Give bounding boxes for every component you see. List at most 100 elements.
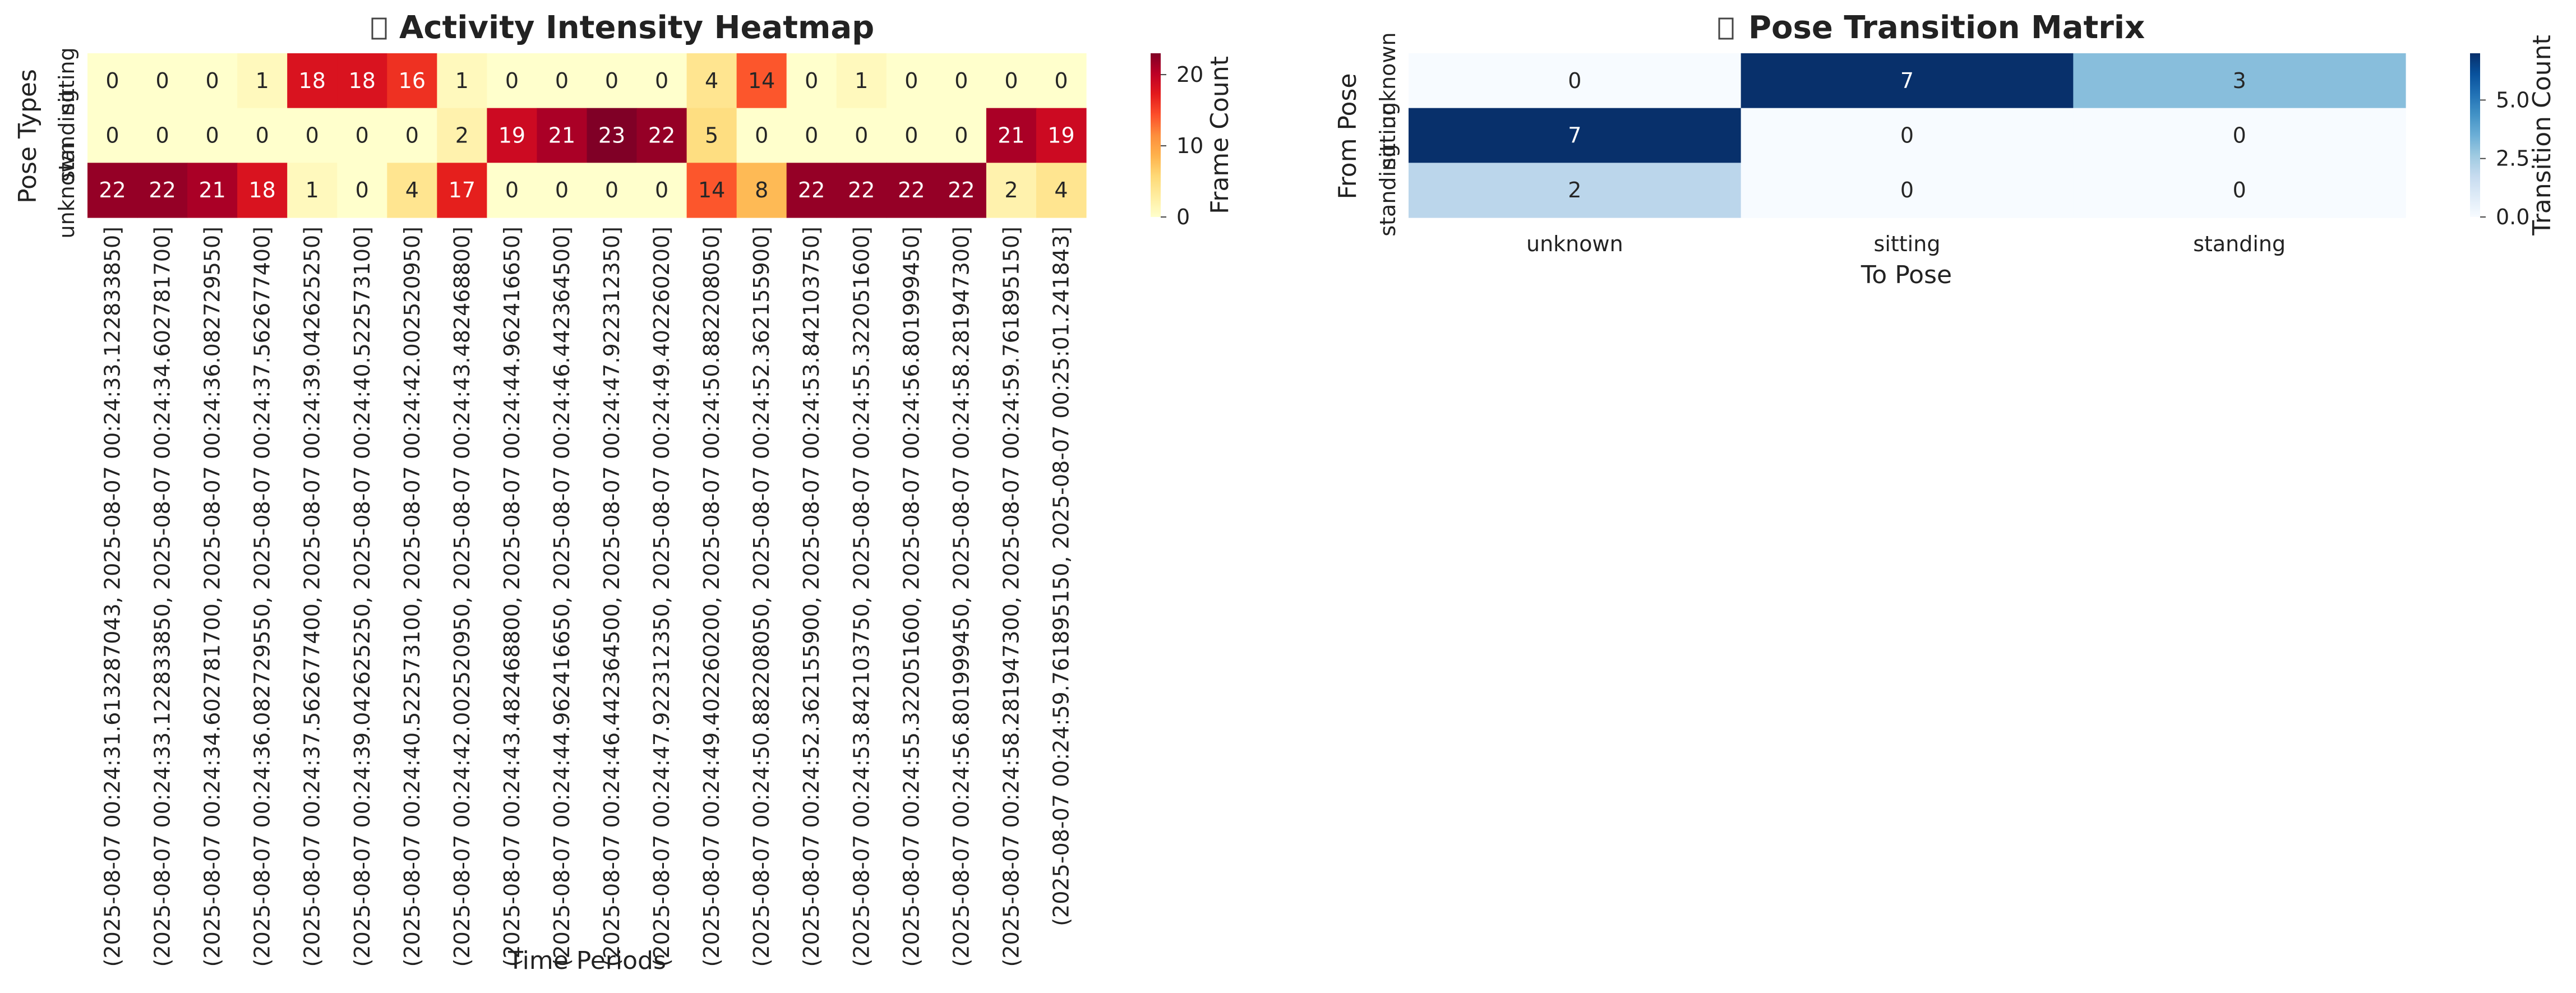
activity-heatmap-x-tick-label: (2025-08-07 00:24:56.801999450, 2025-08-…	[949, 227, 973, 967]
activity-heatmap-cell	[337, 108, 387, 163]
activity-heatmap-cell-value: 0	[904, 68, 918, 93]
activity-heatmap-cell	[786, 163, 837, 218]
transition-matrix-cell-value: 7	[1568, 123, 1581, 148]
activity-heatmap-cell	[636, 108, 687, 163]
activity-heatmap-cell	[936, 108, 987, 163]
transition-title-icon	[1718, 17, 1734, 40]
activity-heatmap-cell	[537, 53, 588, 109]
activity-heatmap-cell	[237, 163, 288, 218]
activity-colorbar-gradient	[1151, 53, 1161, 217]
activity-heatmap-cell	[1036, 163, 1087, 218]
transition-colorbar-gradient	[2470, 53, 2480, 217]
activity-heatmap-cell-value: 22	[898, 178, 925, 202]
activity-colorbar-ticks: 0 10 20	[1161, 62, 1203, 229]
transition-colorbar-label: Transition Count	[2528, 35, 2556, 235]
activity-heatmap-cell-value: 23	[598, 123, 625, 148]
transition-colorbar-tick-label: 0.0	[2496, 205, 2529, 229]
activity-heatmap-cell	[587, 53, 638, 109]
activity-heatmap-cell-value: 0	[655, 178, 668, 202]
activity-heatmap-cell-value: 21	[198, 178, 225, 202]
activity-heatmap-cell	[87, 163, 138, 218]
activity-heatmap-cell	[287, 53, 338, 109]
activity-heatmap-x-tick-label: (2025-08-07 00:24:49.402260200, 2025-08-…	[699, 227, 724, 967]
activity-heatmap-x-tick-label: (2025-08-07 00:24:39.042625250, 2025-08-…	[350, 227, 375, 967]
activity-heatmap-y-axis-label: Pose Types	[13, 69, 42, 204]
activity-heatmap-cell-value: 2	[455, 123, 469, 148]
activity-heatmap-x-axis-label: Time Periods	[507, 946, 666, 975]
activity-heatmap-cell-value: 0	[954, 123, 968, 148]
activity-heatmap-cell	[986, 53, 1037, 109]
activity-heatmap-cell-value: 0	[954, 68, 968, 93]
activity-heatmap-cell	[836, 163, 887, 218]
activity-heatmap-cell	[736, 108, 787, 163]
activity-heatmap-cell-value: 14	[698, 178, 725, 202]
activity-heatmap-cell-value: 0	[356, 178, 369, 202]
activity-heatmap-cell-value: 0	[356, 123, 369, 148]
activity-heatmap-cell-value: 16	[399, 68, 426, 93]
activity-heatmap-cell	[387, 163, 437, 218]
activity-heatmap-x-tick-label: (2025-08-07 00:24:34.602781700, 2025-08-…	[200, 227, 225, 967]
activity-colorbar-label: Frame Count	[1206, 56, 1234, 214]
activity-heatmap-cell-value: 0	[855, 123, 868, 148]
activity-heatmap-cell	[636, 53, 687, 109]
activity-heatmap-cell-value: 18	[349, 68, 376, 93]
transition-matrix-cells: 0 7 3 7 0 0 2 0 0	[1409, 53, 2406, 218]
activity-heatmap-cell-value: 0	[155, 123, 169, 148]
transition-matrix-cell-value: 2	[1568, 178, 1581, 202]
activity-heatmap-cell	[587, 163, 638, 218]
activity-heatmap-x-tick-label: (2025-08-07 00:24:31.613287043, 2025-08-…	[100, 227, 125, 967]
transition-matrix-cell-value: 0	[1900, 178, 1914, 202]
transition-matrix-y-tick-unknown: unknown	[1375, 32, 1400, 129]
transition-matrix-x-tick-label: sitting	[1874, 232, 1941, 256]
activity-heatmap-cell	[287, 108, 338, 163]
activity-heatmap-x-tick-label: (2025-08-07 00:24:47.922312350, 2025-08-…	[649, 227, 674, 967]
activity-heatmap-cell-value: 4	[1054, 178, 1068, 202]
activity-heatmap-cell	[686, 108, 737, 163]
activity-heatmap-cell-value: 0	[505, 178, 519, 202]
activity-heatmap-cell-value: 21	[998, 123, 1024, 148]
activity-heatmap-cell-value: 1	[306, 178, 319, 202]
activity-heatmap-cell	[736, 163, 787, 218]
activity-heatmap-cell	[237, 53, 288, 109]
activity-heatmap-cell	[1036, 108, 1087, 163]
activity-heatmap-y-tick-sitting: sitting	[54, 47, 79, 114]
activity-heatmap-cell-value: 4	[705, 68, 718, 93]
activity-heatmap-cell	[487, 163, 538, 218]
activity-heatmap-cell	[437, 53, 487, 109]
activity-colorbar-tick-label: 0	[1176, 205, 1190, 229]
activity-heatmap-cell-value: 14	[748, 68, 775, 93]
activity-heatmap-cell	[836, 53, 887, 109]
activity-heatmap-x-tick-labels: (2025-08-07 00:24:31.613287043, 2025-08-…	[100, 227, 1074, 967]
activity-heatmap-cell-value: 0	[655, 68, 668, 93]
transition-matrix-cell	[1741, 163, 2074, 218]
activity-heatmap-x-tick-label: (2025-08-07 00:24:37.562677400, 2025-08-…	[300, 227, 325, 967]
activity-heatmap-cell	[786, 108, 837, 163]
activity-heatmap-x-tick-label: (2025-08-07 00:24:33.122833850, 2025-08-…	[150, 227, 175, 967]
transition-matrix-x-tick-label: unknown	[1526, 232, 1623, 256]
activity-heatmap-cell	[137, 53, 188, 109]
transition-colorbar-tick-label: 5.0	[2496, 87, 2529, 112]
transition-matrix-cell-value: 7	[1900, 68, 1914, 93]
activity-heatmap-cell	[287, 163, 338, 218]
activity-heatmap-cell	[187, 163, 238, 218]
activity-heatmap-cell-value: 0	[555, 68, 569, 93]
activity-heatmap-chart: Activity Intensity Heatmap 0 0 0 1 18 18 16 1 0 0…	[13, 10, 1234, 975]
activity-heatmap-cell	[936, 163, 987, 218]
activity-heatmap-cell	[337, 163, 387, 218]
activity-heatmap-cell-value: 0	[605, 68, 618, 93]
activity-heatmap-cell	[886, 53, 937, 109]
activity-heatmap-cell	[936, 53, 987, 109]
activity-heatmap-x-tick-label: (2025-08-07 00:24:40.522573100, 2025-08-…	[400, 227, 424, 967]
activity-heatmap-cell	[137, 163, 188, 218]
transition-matrix-cell-value: 0	[1900, 123, 1914, 148]
transition-matrix-title: Pose Transition Matrix	[1748, 10, 2145, 46]
transition-matrix-cell	[1741, 53, 2074, 109]
transition-matrix-y-axis-label: From Pose	[1333, 73, 1362, 200]
activity-heatmap-cell-value: 5	[705, 123, 718, 148]
activity-heatmap-cell-value: 22	[99, 178, 126, 202]
activity-heatmap-cell-value: 0	[105, 123, 119, 148]
activity-heatmap-cell-value: 0	[155, 68, 169, 93]
activity-heatmap-cell	[686, 163, 737, 218]
transition-colorbar: 0.0 2.5 5.0 Transition Count	[2470, 35, 2556, 236]
